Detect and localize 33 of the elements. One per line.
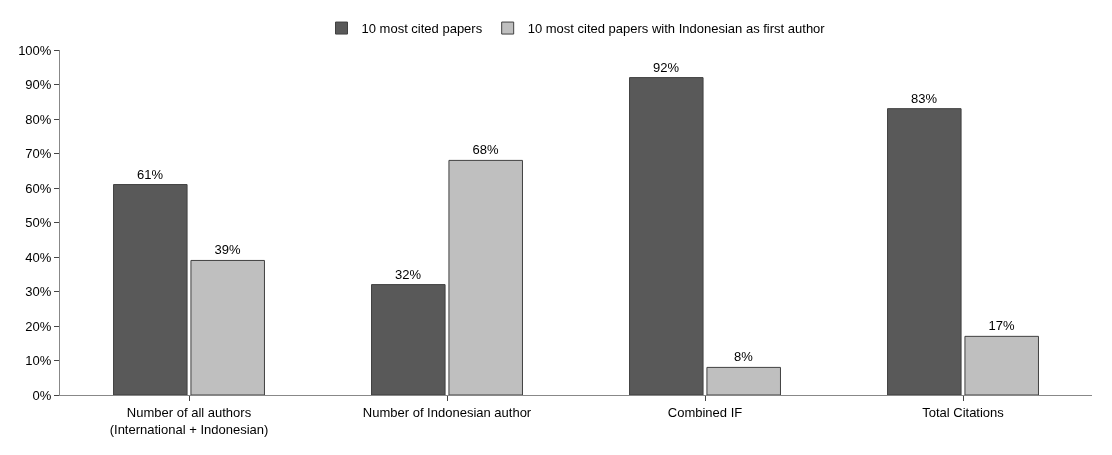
data-label: 32%	[395, 266, 422, 282]
bar	[629, 77, 704, 395]
legend-label: 10 most cited papers with Indonesian as first author	[527, 21, 826, 37]
bar	[887, 108, 962, 395]
data-label: 17%	[988, 318, 1015, 334]
x-tick-label: Number of all authors (International + Indonesian)	[109, 404, 269, 437]
y-tick-label: 90%	[25, 77, 52, 93]
legend-label: 10 most cited papers	[361, 21, 483, 37]
y-tick-label: 40%	[25, 249, 52, 265]
data-label: 83%	[911, 90, 938, 106]
y-tick-label: 10%	[25, 353, 52, 369]
y-tick-label: 0%	[32, 387, 52, 403]
bar	[113, 184, 188, 395]
y-tick-label: 20%	[25, 318, 52, 334]
data-label: 68%	[472, 142, 499, 158]
bar	[190, 259, 265, 395]
bar	[448, 159, 523, 395]
data-label: 39%	[214, 242, 241, 258]
y-tick-label: 60%	[25, 180, 52, 196]
y-tick-label: 70%	[25, 146, 52, 162]
y-tick-label: 80%	[25, 111, 52, 127]
bar	[964, 335, 1039, 395]
data-label: 61%	[137, 166, 164, 182]
data-label: 8%	[734, 349, 754, 365]
bar	[371, 284, 446, 395]
x-tick-label: Number of Indonesian author	[362, 404, 532, 420]
data-label: 92%	[653, 59, 680, 75]
x-tick-label: Total Citations	[922, 404, 1005, 420]
y-tick-label: 30%	[25, 284, 52, 300]
x-tick-label: Combined IF	[667, 404, 743, 420]
bar	[706, 366, 781, 395]
y-tick-label: 100%	[18, 42, 52, 58]
y-tick-label: 50%	[25, 215, 52, 231]
